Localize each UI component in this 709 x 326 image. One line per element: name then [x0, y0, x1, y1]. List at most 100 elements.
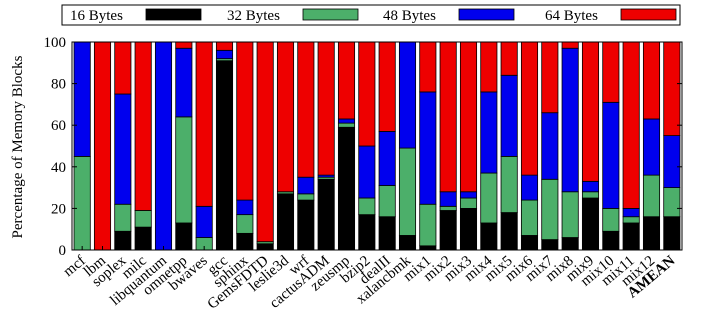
bar-segment-48-bytes — [195, 205, 213, 238]
bar-segment-64-bytes — [93, 41, 112, 251]
legend-label: 32 Bytes — [227, 8, 280, 24]
bar-segment-64-bytes — [602, 41, 620, 103]
bar-segment-64-bytes — [642, 41, 661, 120]
bar-segment-48-bytes — [439, 191, 457, 207]
bar-segment-32-bytes — [663, 187, 681, 218]
bar-segment-64-bytes — [378, 41, 396, 132]
bar-segment-64-bytes — [337, 41, 356, 120]
bar-segment-32-bytes — [297, 193, 315, 201]
bar-segment-16-bytes — [459, 207, 478, 251]
legend-swatch — [302, 8, 359, 21]
bar-segment-48-bytes — [337, 118, 356, 124]
bar-segment-48-bytes — [114, 93, 132, 205]
legend-label: 48 Bytes — [383, 8, 436, 24]
y-tick-label: 40 — [51, 160, 66, 176]
bar-segment-48-bytes — [215, 49, 234, 60]
bar-segment-48-bytes — [73, 41, 91, 157]
bar-segment-48-bytes — [358, 145, 376, 199]
bar-segment-64-bytes — [215, 41, 234, 51]
bar-segment-32-bytes — [337, 122, 356, 128]
bar-segment-64-bytes — [256, 41, 274, 243]
bar-segment-32-bytes — [358, 197, 376, 216]
bar-segment-16-bytes — [337, 126, 356, 251]
legend-label: 16 Bytes — [70, 8, 123, 24]
bar-segment-48-bytes — [419, 91, 437, 205]
bar-segment-16-bytes — [276, 193, 295, 251]
y-tick-label: 60 — [51, 118, 66, 134]
bar-segment-48-bytes — [663, 135, 681, 189]
bar-segment-48-bytes — [581, 180, 600, 193]
bar-segment-64-bytes — [439, 41, 457, 193]
legend-swatch — [458, 8, 515, 21]
bar-segment-32-bytes — [622, 216, 640, 224]
bar-segment-64-bytes — [561, 41, 579, 49]
bar-segment-64-bytes — [358, 41, 376, 147]
bar-segment-32-bytes — [73, 155, 91, 251]
bar-segment-64-bytes — [520, 41, 539, 176]
bar-segment-32-bytes — [134, 210, 152, 228]
bar-segment-16-bytes — [480, 222, 498, 251]
bar-segment-48-bytes — [642, 118, 661, 176]
bar-segment-32-bytes — [114, 203, 132, 232]
legend: 16 Bytes 32 Bytes 48 Bytes 64 Bytes — [61, 4, 681, 26]
legend-label: 64 Bytes — [545, 8, 598, 24]
y-tick-label: 20 — [51, 201, 66, 217]
bar-segment-32-bytes — [581, 191, 600, 199]
bar-segment-64-bytes — [663, 41, 681, 136]
bar-segment-48-bytes — [378, 131, 396, 186]
bars — [73, 41, 681, 251]
bar-segment-32-bytes — [480, 172, 498, 224]
bar-segment-16-bytes — [622, 222, 640, 251]
legend-swatch — [620, 8, 677, 21]
bar-segment-32-bytes — [602, 207, 620, 232]
bar-segment-48-bytes — [602, 101, 620, 209]
bar-segment-48-bytes — [520, 174, 539, 201]
legend-swatch — [145, 8, 202, 21]
bar-segment-64-bytes — [459, 41, 478, 193]
bar-segment-32-bytes — [500, 155, 518, 213]
bar-segment-16-bytes — [581, 197, 600, 251]
bar-segment-32-bytes — [439, 205, 457, 211]
bar-segment-16-bytes — [500, 212, 518, 251]
bar-segment-64-bytes — [134, 41, 152, 211]
bar-segment-64-bytes — [541, 41, 559, 114]
bar-segment-48-bytes — [175, 47, 193, 118]
bar-segment-32-bytes — [175, 116, 193, 224]
bar-segment-64-bytes — [297, 41, 315, 178]
bar-segment-16-bytes — [358, 214, 376, 251]
y-axis-label: Percentage of Memory Blocks — [10, 55, 26, 238]
bar-segment-32-bytes — [520, 199, 539, 236]
bar-segment-32-bytes — [642, 174, 661, 218]
bar-segment-16-bytes — [317, 178, 335, 251]
bar-segment-48-bytes — [236, 199, 254, 216]
bar-segment-64-bytes — [419, 41, 437, 93]
bar-segment-64-bytes — [236, 41, 254, 201]
bar-segment-64-bytes — [195, 41, 213, 207]
y-tick-label: 100 — [44, 35, 67, 51]
y-tick-label: 80 — [51, 77, 66, 93]
bar-segment-64-bytes — [500, 41, 518, 76]
bar-segment-48-bytes — [154, 41, 173, 251]
bar-segment-48-bytes — [480, 91, 498, 174]
bar-segment-48-bytes — [622, 207, 640, 218]
y-tick-label: 0 — [59, 243, 67, 259]
bar-segment-32-bytes — [398, 147, 417, 236]
bar-segment-64-bytes — [175, 41, 193, 49]
bar-segment-32-bytes — [419, 203, 437, 247]
bar-segment-32-bytes — [561, 191, 579, 238]
bar-segment-48-bytes — [541, 112, 559, 180]
bar-segment-16-bytes — [297, 199, 315, 251]
legend-box — [61, 4, 681, 26]
bar-segment-64-bytes — [622, 41, 640, 209]
bar-segment-32-bytes — [378, 185, 396, 218]
bar-segment-16-bytes — [663, 216, 681, 251]
bar-segment-16-bytes — [215, 60, 234, 251]
bar-segment-16-bytes — [642, 216, 661, 251]
bar-segment-32-bytes — [541, 178, 559, 240]
bar-segment-64-bytes — [276, 41, 295, 193]
bar-segment-16-bytes — [175, 222, 193, 251]
bar-segment-32-bytes — [236, 214, 254, 234]
bar-segment-64-bytes — [317, 41, 335, 176]
bar-segment-64-bytes — [480, 41, 498, 93]
